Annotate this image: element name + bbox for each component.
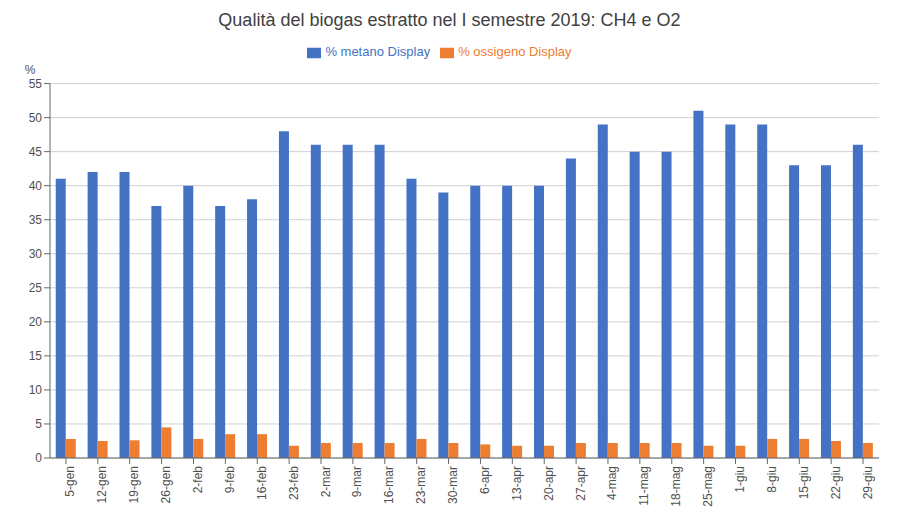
svg-text:0: 0 <box>35 451 42 465</box>
svg-text:10: 10 <box>29 383 43 397</box>
svg-text:23-feb: 23-feb <box>287 466 301 500</box>
svg-text:29-giu: 29-giu <box>861 466 875 499</box>
svg-text:20: 20 <box>29 315 43 329</box>
svg-text:22-giu: 22-giu <box>829 466 843 499</box>
svg-text:18-mag: 18-mag <box>669 466 683 507</box>
html-text:% metano Display: % metano Display <box>325 44 431 59</box>
svg-text:20-apr: 20-apr <box>542 466 556 501</box>
svg-text:35: 35 <box>29 213 43 227</box>
svg-text:45: 45 <box>29 145 43 159</box>
svg-text:30: 30 <box>29 247 43 261</box>
svg-text:16-feb: 16-feb <box>255 466 269 500</box>
svg-text:25-mag: 25-mag <box>701 466 715 507</box>
svg-text:40: 40 <box>29 179 43 193</box>
svg-text:11-mag: 11-mag <box>637 466 651 506</box>
svg-text:5: 5 <box>35 417 42 431</box>
svg-text:5-gen: 5-gen <box>63 466 77 497</box>
svg-text:%: % <box>25 63 36 77</box>
svg-text:23-mar: 23-mar <box>414 466 428 504</box>
svg-text:2-feb: 2-feb <box>191 466 205 494</box>
svg-text:16-mar: 16-mar <box>382 466 396 504</box>
svg-text:4-mag: 4-mag <box>606 466 620 500</box>
svg-text:13-apr: 13-apr <box>510 466 524 501</box>
svg-text:1-giu: 1-giu <box>733 466 747 493</box>
svg-text:50: 50 <box>29 111 43 125</box>
svg-text:55: 55 <box>29 77 43 91</box>
svg-text:2-mar: 2-mar <box>319 466 333 497</box>
svg-text:8-giu: 8-giu <box>765 466 779 493</box>
svg-text:26-gen: 26-gen <box>159 466 173 503</box>
svg-text:9-feb: 9-feb <box>223 466 237 494</box>
svg-text:25: 25 <box>29 281 43 295</box>
svg-text:27-apr: 27-apr <box>574 466 588 501</box>
html-text:% ossigeno Display: % ossigeno Display <box>458 44 572 59</box>
svg-text:15: 15 <box>29 349 43 363</box>
svg-text:19-gen: 19-gen <box>127 466 141 503</box>
svg-text:12-gen: 12-gen <box>95 466 109 503</box>
svg-text:9-mar: 9-mar <box>350 466 364 497</box>
svg-text:15-giu: 15-giu <box>797 466 811 499</box>
svg-text:6-apr: 6-apr <box>478 466 492 494</box>
svg-text:30-mar: 30-mar <box>446 466 460 504</box>
html-text:Qualità del biogas estratto ne: Qualità del biogas estratto nel I semest… <box>218 10 681 30</box>
